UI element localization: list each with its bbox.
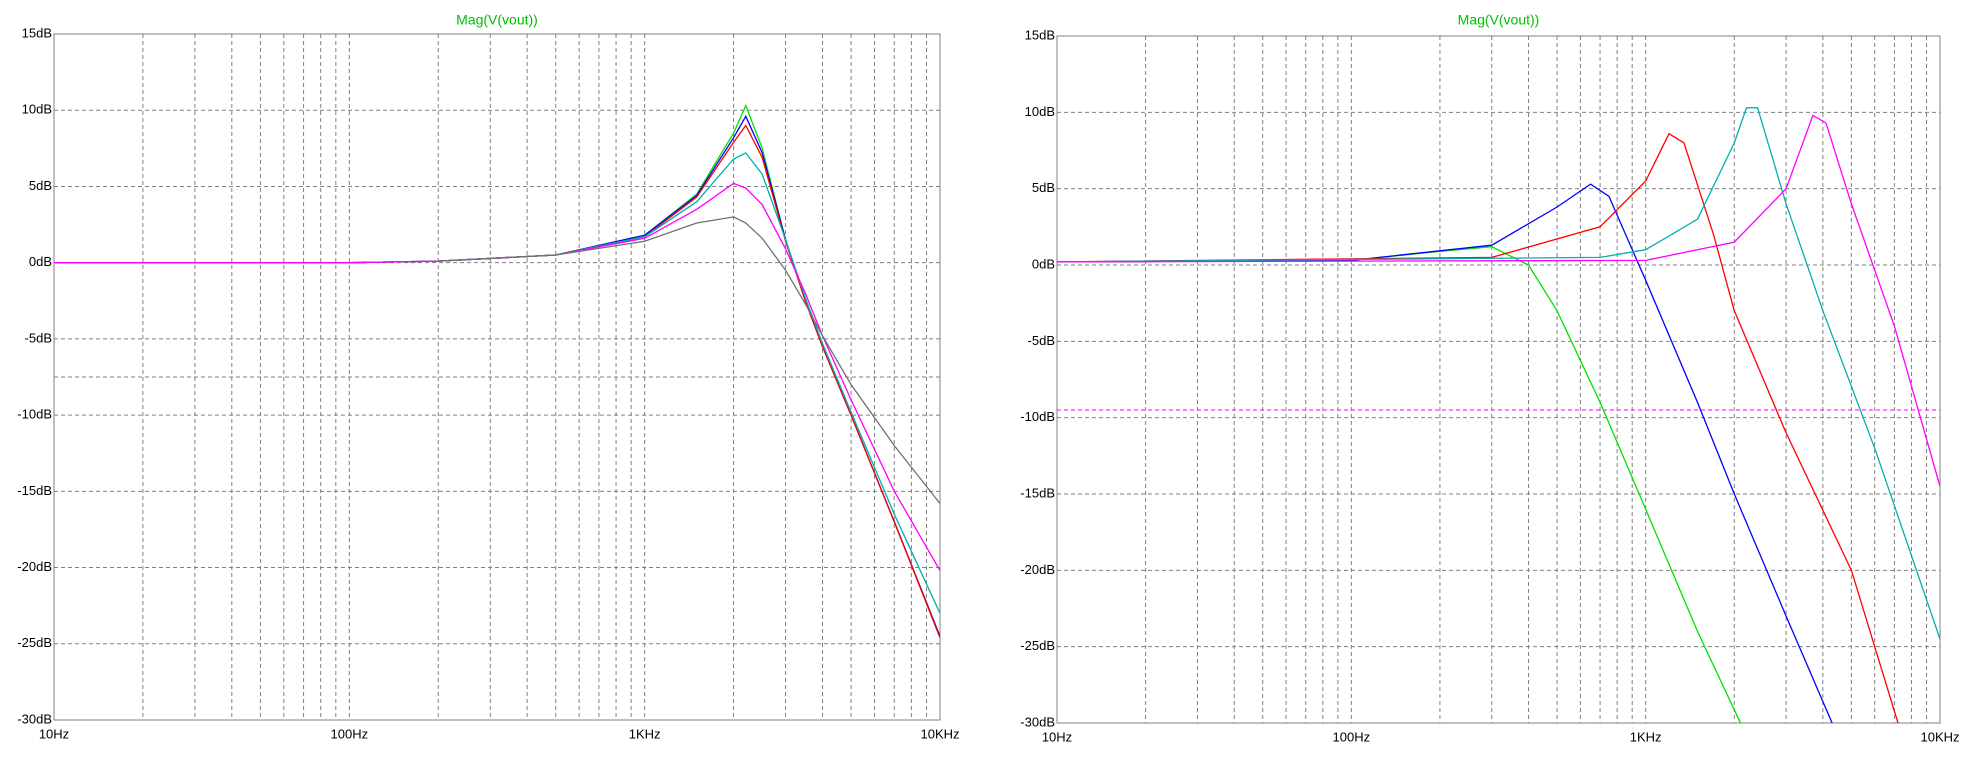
y-tick-label: -25dB: [1020, 638, 1055, 653]
y-tick-label: 10dB: [22, 102, 52, 117]
trace: [438, 216, 940, 504]
x-tick-label: 10KHz: [920, 726, 959, 741]
x-tick-label: 10Hz: [1042, 729, 1072, 744]
y-tick-label: 0dB: [29, 254, 52, 269]
y-tick-label: 5dB: [29, 178, 52, 193]
x-tick-label: 10Hz: [39, 726, 69, 741]
y-tick-label: -10dB: [17, 407, 52, 422]
y-tick-label: 0dB: [1032, 256, 1055, 271]
y-tick-label: -15dB: [1020, 485, 1055, 500]
y-tick-label: -25dB: [17, 635, 52, 650]
y-tick-label: -10dB: [1020, 409, 1055, 424]
x-tick-label: 100Hz: [331, 726, 369, 741]
y-tick-label: -30dB: [1020, 714, 1055, 729]
traces: [1057, 107, 1940, 723]
y-tick-label: 15dB: [22, 25, 52, 40]
x-tick-label: 1KHz: [629, 726, 661, 741]
y-tick-label: -20dB: [1020, 562, 1055, 577]
trace: [1057, 183, 1833, 723]
x-tick-label: 1KHz: [1630, 729, 1662, 744]
y-tick-label: -30dB: [17, 711, 52, 726]
x-tick-label: 10KHz: [1920, 729, 1959, 744]
y-tick-label: -15dB: [17, 483, 52, 498]
chart-title: Mag(V(vout)): [456, 12, 538, 28]
plot: Mag(V(vout)) 10Hz 100Hz 1KHz 10KHz 15dB 10dB 5d…: [17, 12, 959, 742]
trace: [1057, 107, 1940, 640]
y-tick-label: 5dB: [1032, 180, 1055, 195]
plot-frame: [1056, 35, 1941, 724]
trace: [1057, 114, 1940, 487]
y-tick-label: -5dB: [25, 330, 52, 345]
y-tick-label: -5dB: [1028, 333, 1055, 348]
y-tick-label: 10dB: [1025, 104, 1055, 119]
y-tick-label: -20dB: [17, 559, 52, 574]
chart-title: Mag(V(vout)): [1458, 12, 1540, 28]
traces: [54, 103, 940, 638]
y-tick-label: 15dB: [1025, 27, 1055, 42]
plot: Mag(V(vout)) 10Hz 100Hz 1KHz 10KHz 15dB 10dB 5d…: [1020, 12, 1959, 745]
x-tick-label: 100Hz: [1333, 729, 1371, 744]
trace: [1057, 132, 1899, 723]
